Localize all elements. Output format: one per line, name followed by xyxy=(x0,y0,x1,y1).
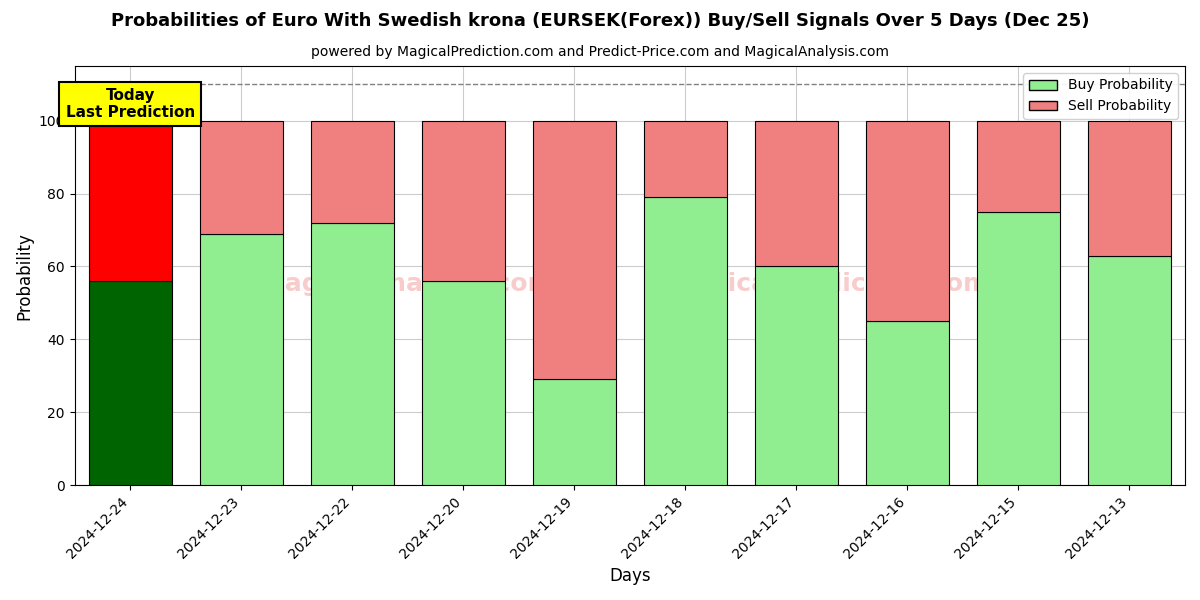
Text: Probabilities of Euro With Swedish krona (EURSEK(Forex)) Buy/Sell Signals Over 5: Probabilities of Euro With Swedish krona… xyxy=(110,12,1090,30)
Bar xyxy=(533,121,616,379)
Y-axis label: Probability: Probability xyxy=(16,232,34,320)
Bar xyxy=(89,281,172,485)
X-axis label: Days: Days xyxy=(610,567,650,585)
Bar xyxy=(199,121,283,233)
Bar xyxy=(977,121,1060,212)
Bar xyxy=(89,121,172,281)
Bar xyxy=(977,212,1060,485)
Bar xyxy=(311,223,394,485)
Bar xyxy=(1088,121,1171,256)
Bar xyxy=(643,121,727,197)
Text: MagicalAnalysis.com: MagicalAnalysis.com xyxy=(260,272,554,296)
Bar xyxy=(1088,256,1171,485)
Bar xyxy=(755,121,838,266)
Bar xyxy=(755,266,838,485)
Text: Today
Last Prediction: Today Last Prediction xyxy=(66,88,194,120)
Bar xyxy=(311,121,394,223)
Bar xyxy=(865,121,949,321)
Text: MagicalPrediction.com: MagicalPrediction.com xyxy=(670,272,990,296)
Bar xyxy=(421,121,505,281)
Legend: Buy Probability, Sell Probability: Buy Probability, Sell Probability xyxy=(1024,73,1178,119)
Bar xyxy=(421,281,505,485)
Bar xyxy=(865,321,949,485)
Text: powered by MagicalPrediction.com and Predict-Price.com and MagicalAnalysis.com: powered by MagicalPrediction.com and Pre… xyxy=(311,45,889,59)
Bar xyxy=(533,379,616,485)
Bar xyxy=(643,197,727,485)
Bar xyxy=(199,233,283,485)
